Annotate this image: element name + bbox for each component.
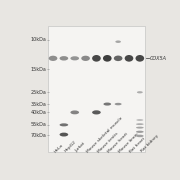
- Ellipse shape: [137, 91, 143, 93]
- Text: Rat heart: Rat heart: [129, 136, 146, 153]
- Ellipse shape: [70, 111, 79, 114]
- FancyBboxPatch shape: [48, 26, 145, 152]
- Ellipse shape: [70, 56, 79, 60]
- Ellipse shape: [81, 56, 90, 61]
- Ellipse shape: [136, 123, 144, 125]
- Text: 70kDa: 70kDa: [30, 133, 46, 138]
- Text: 25kDa: 25kDa: [30, 90, 46, 95]
- Text: HeLa: HeLa: [53, 143, 64, 153]
- Ellipse shape: [136, 135, 144, 137]
- Text: Mouse testis: Mouse testis: [96, 131, 119, 153]
- Text: 35kDa: 35kDa: [30, 102, 46, 107]
- Ellipse shape: [103, 103, 111, 106]
- Ellipse shape: [115, 40, 121, 43]
- Ellipse shape: [136, 131, 144, 133]
- Text: COX5A: COX5A: [150, 56, 167, 61]
- Ellipse shape: [60, 123, 68, 126]
- Text: Mouse brain: Mouse brain: [118, 132, 140, 153]
- Ellipse shape: [125, 55, 133, 62]
- Ellipse shape: [115, 103, 122, 105]
- Ellipse shape: [49, 56, 57, 61]
- Text: 55kDa: 55kDa: [30, 122, 46, 127]
- Ellipse shape: [92, 110, 101, 114]
- Text: 10kDa: 10kDa: [30, 37, 46, 42]
- Ellipse shape: [136, 119, 143, 121]
- Ellipse shape: [92, 55, 101, 62]
- Ellipse shape: [60, 133, 68, 136]
- Text: HepG2: HepG2: [64, 140, 77, 153]
- Ellipse shape: [136, 55, 144, 62]
- Ellipse shape: [103, 55, 112, 62]
- Text: 40kDa: 40kDa: [30, 110, 46, 115]
- Ellipse shape: [136, 127, 144, 129]
- Text: Mouse skeletal muscle: Mouse skeletal muscle: [86, 116, 123, 153]
- Text: Mouse heart: Mouse heart: [107, 131, 129, 153]
- Ellipse shape: [114, 56, 122, 61]
- Text: 15kDa: 15kDa: [30, 67, 46, 72]
- Text: Jurkat: Jurkat: [75, 142, 86, 153]
- Text: Rat kidney: Rat kidney: [140, 134, 159, 153]
- Ellipse shape: [60, 56, 68, 60]
